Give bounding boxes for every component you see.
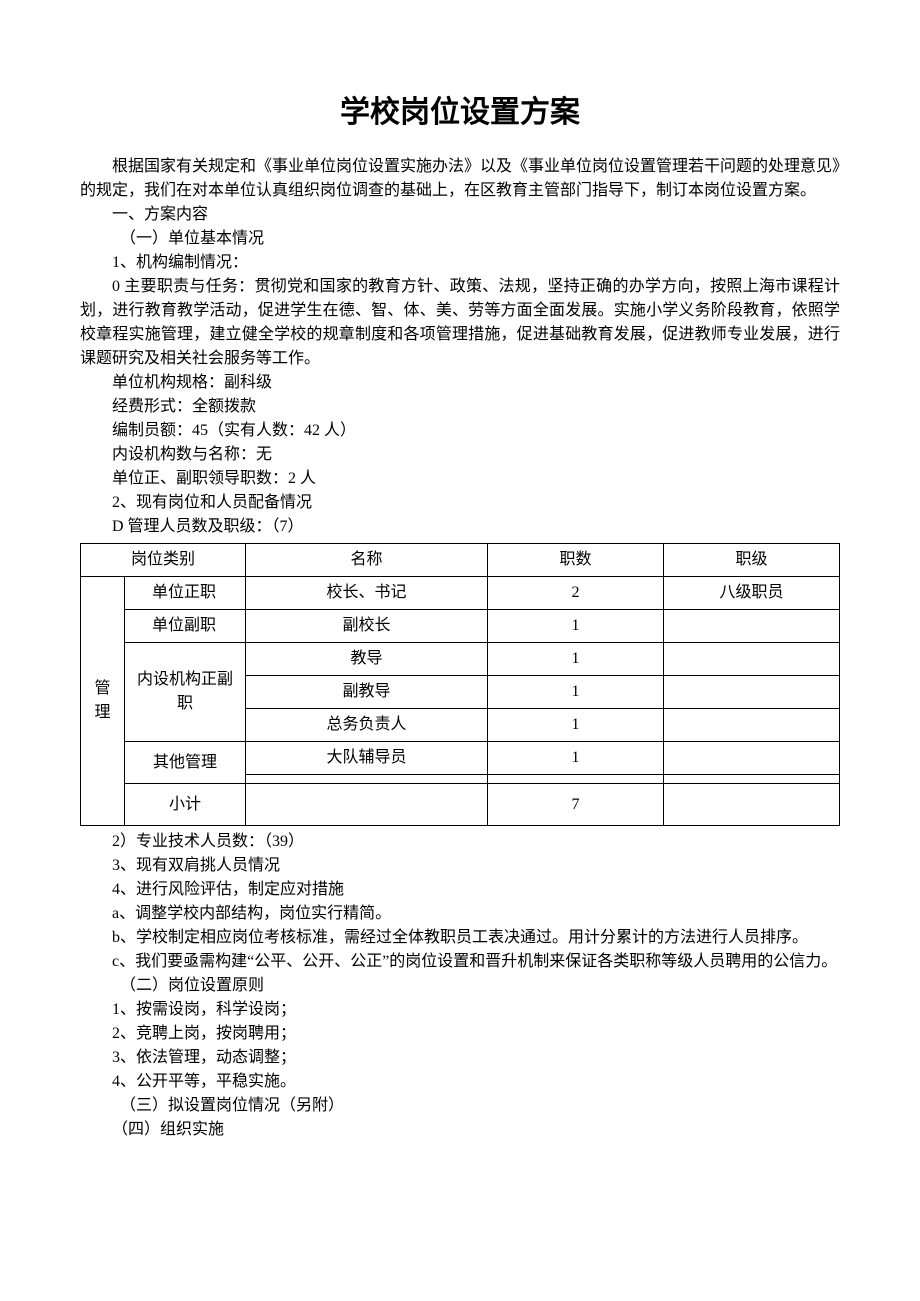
header-category: 岗位类别 xyxy=(81,544,246,577)
cell-level xyxy=(663,709,839,742)
cell-name: 副教导 xyxy=(245,676,487,709)
cell-level xyxy=(663,775,839,784)
cell-count: 1 xyxy=(487,742,663,775)
cell-name: 教导 xyxy=(245,643,487,676)
cell-name xyxy=(245,775,487,784)
cell-level: 八级职员 xyxy=(663,577,839,610)
cell-count: 2 xyxy=(487,577,663,610)
duty-paragraph: 0 主要职责与任务：贯彻党和国家的教育方针、政策、法规，坚持正确的办学方向，按照… xyxy=(80,275,840,371)
cell-level xyxy=(663,676,839,709)
sub-category: 内设机构正副职 xyxy=(124,643,245,742)
table-row: 内设机构正副职 教导 1 xyxy=(81,643,840,676)
header-count: 职数 xyxy=(487,544,663,577)
intro-paragraph: 根据国家有关规定和《事业单位岗位设置实施办法》以及《事业单位岗位设置管理若干问题… xyxy=(80,155,840,203)
cat-main: 管理 xyxy=(81,577,125,826)
sub-category: 单位正职 xyxy=(124,577,245,610)
table-row: 小计 7 xyxy=(81,784,840,826)
item-4b: b、学校制定相应岗位考核标准，需经过全体教职员工表决通过。用计分累计的方法进行人… xyxy=(80,926,840,950)
section-1-2-heading: （二）岗位设置原则 xyxy=(80,974,840,998)
header-name: 名称 xyxy=(245,544,487,577)
item-4c: c、我们要亟需构建“公平、公开、公正”的岗位设置和晋升机制来保证各类职称等级人员… xyxy=(80,950,840,974)
cell-name: 总务负责人 xyxy=(245,709,487,742)
section-1-heading: 一、方案内容 xyxy=(80,203,840,227)
header-level: 职级 xyxy=(663,544,839,577)
sub-category: 单位副职 xyxy=(124,610,245,643)
item-4: 4、进行风险评估，制定应对措施 xyxy=(80,878,840,902)
tech-staff: 2）专业技术人员数：（39） xyxy=(80,830,840,854)
cell-count xyxy=(487,775,663,784)
cell-name: 大队辅导员 xyxy=(245,742,487,775)
principle-2: 2、竞聘上岗，按岗聘用； xyxy=(80,1022,840,1046)
item-4a: a、调整学校内部结构，岗位实行精简。 xyxy=(80,902,840,926)
fund-form: 经费形式：全额拨款 xyxy=(80,395,840,419)
table-header-row: 岗位类别 名称 职数 职级 xyxy=(81,544,840,577)
section-1-1-heading: （一）单位基本情况 xyxy=(80,227,840,251)
cell-name: 副校长 xyxy=(245,610,487,643)
principle-3: 3、依法管理，动态调整； xyxy=(80,1046,840,1070)
section-1-4-heading: （四）组织实施 xyxy=(80,1118,840,1142)
item-2: 2、现有岗位和人员配备情况 xyxy=(80,491,840,515)
cell-level xyxy=(663,643,839,676)
cell-level xyxy=(663,784,839,826)
cell-count: 1 xyxy=(487,709,663,742)
leader-count: 单位正、副职领导职数：2 人 xyxy=(80,467,840,491)
org-spec: 单位机构规格：副科级 xyxy=(80,371,840,395)
table-row: 管理 单位正职 校长、书记 2 八级职员 xyxy=(81,577,840,610)
cell-count: 7 xyxy=(487,784,663,826)
cell-level xyxy=(663,610,839,643)
cell-count: 1 xyxy=(487,643,663,676)
cell-count: 1 xyxy=(487,676,663,709)
document-title: 学校岗位设置方案 xyxy=(80,90,840,135)
mgmt-header: D 管理人员数及职级：（7） xyxy=(80,515,840,539)
principle-1: 1、按需设岗，科学设岗； xyxy=(80,998,840,1022)
staff-quota: 编制员额：45（实有人数：42 人） xyxy=(80,419,840,443)
cell-name xyxy=(245,784,487,826)
section-1-3-heading: （三）拟设置岗位情况（另附） xyxy=(80,1094,840,1118)
principle-4: 4、公开平等，平稳实施。 xyxy=(80,1070,840,1094)
cell-level xyxy=(663,742,839,775)
cell-name: 校长、书记 xyxy=(245,577,487,610)
table-row: 其他管理 大队辅导员 1 xyxy=(81,742,840,775)
internal-org: 内设机构数与名称：无 xyxy=(80,443,840,467)
cell-count: 1 xyxy=(487,610,663,643)
sub-category: 小计 xyxy=(124,784,245,826)
sub-category: 其他管理 xyxy=(124,742,245,784)
item-3: 3、现有双肩挑人员情况 xyxy=(80,854,840,878)
table-row: 单位副职 副校长 1 xyxy=(81,610,840,643)
management-table: 岗位类别 名称 职数 职级 管理 单位正职 校长、书记 2 八级职员 单位副职 … xyxy=(80,543,840,826)
item-1: 1、机构编制情况： xyxy=(80,251,840,275)
